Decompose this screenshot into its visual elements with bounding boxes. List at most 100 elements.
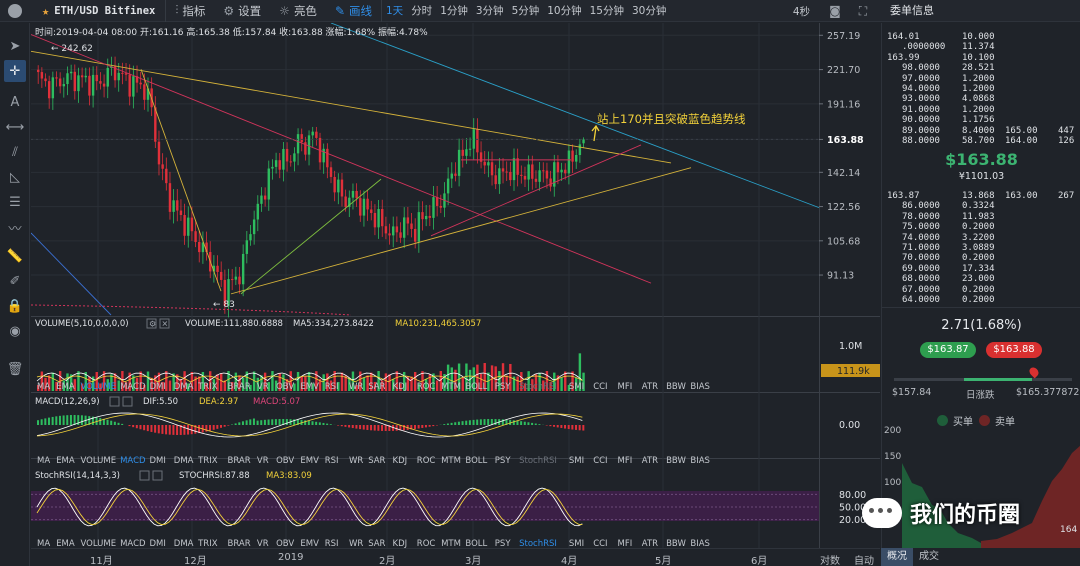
favorite-star-icon[interactable]: ★ — [42, 3, 50, 18]
divider — [882, 307, 1080, 308]
app-logo[interactable] — [0, 0, 30, 22]
volume-bar — [359, 371, 362, 391]
volume-bar — [318, 379, 322, 391]
tab-overview[interactable]: 概况 — [881, 548, 913, 566]
orderbook-row[interactable]: 98.0000000028.521 — [882, 63, 1080, 73]
top-toolbar: ★ ETH/USD Bitfinex ⫶ 指标 ⚙ 设置 ☼ 亮色 ✎ 画线 1天 分时 … — [0, 0, 1080, 22]
eye-icon[interactable]: ◉ — [9, 323, 21, 339]
macd-bar — [516, 420, 519, 425]
orderbook-row[interactable]: 70.000000000.2000 — [882, 253, 1080, 263]
orderbook-row[interactable]: 67.000000000.2000 — [882, 285, 1080, 295]
horizontal-line-icon[interactable]: ⟷ — [5, 119, 25, 135]
indicator-tab: VR — [257, 382, 269, 392]
candle-body — [534, 178, 538, 182]
lock-icon[interactable]: 🔒 — [6, 298, 24, 314]
volume-bar — [102, 371, 106, 391]
dotted-curve — [31, 304, 352, 316]
chart-area[interactable]: 257.19 221.70 191.16 163.88 142.14 122.56 105.… — [31, 23, 880, 548]
macd-bar — [340, 425, 343, 427]
macd-bar — [348, 425, 351, 428]
interval-option[interactable]: 30分钟 — [632, 5, 667, 17]
volume-bar — [69, 374, 73, 391]
interval-option[interactable]: 1分钟 — [440, 5, 468, 17]
orderbook-row[interactable]: 71.000000003.0889 — [882, 243, 1080, 253]
tab-trades[interactable]: 成交 — [919, 551, 939, 562]
candle-body — [249, 234, 252, 241]
symbol-selector[interactable]: ★ ETH/USD Bitfinex — [30, 4, 165, 18]
orderbook-row[interactable]: 93.000000004.0868 — [882, 94, 1080, 104]
candle-body — [329, 167, 333, 177]
orderbook-row[interactable]: 78.0000000011.983 — [882, 212, 1080, 222]
sell-price-button[interactable]: $163.88 — [986, 342, 1042, 358]
orderbook-row[interactable]: 64.000000000.2000 — [882, 295, 1080, 305]
macd-bar — [421, 425, 424, 428]
fib-icon[interactable]: ☰ — [9, 194, 21, 210]
auto-scale-toggle[interactable]: 自动 — [854, 556, 874, 566]
macd-bar — [80, 415, 83, 425]
orderbook-cell: 164.01 — [887, 32, 920, 42]
orderbook-row[interactable]: 86.000000000.3324 — [882, 201, 1080, 211]
interval-option[interactable]: 10分钟 — [547, 5, 582, 17]
orderbook-row[interactable]: 75.000000000.2000 — [882, 222, 1080, 232]
interval-selected[interactable]: 1天 — [386, 5, 404, 17]
indicator-tab: TRIX — [197, 456, 218, 466]
volume-bar — [201, 372, 205, 391]
orderbook-row[interactable]: 163.99000010.100 — [882, 53, 1080, 63]
draw-button[interactable]: ✎ 画线 — [326, 0, 381, 22]
theme-button[interactable]: ☼ 亮色 — [270, 0, 326, 22]
orderbook-row[interactable]: 91.000000001.2000 — [882, 105, 1080, 115]
macd-bar — [443, 424, 446, 425]
orderbook-row[interactable]: 97.000000001.2000 — [882, 74, 1080, 84]
ruler-icon[interactable]: 📏 — [6, 248, 24, 264]
price-tick-label: 105.68 — [827, 236, 860, 247]
trash-icon[interactable]: 🗑 — [6, 361, 24, 377]
indicator-tab: BBW — [666, 382, 686, 392]
text-icon[interactable]: A — [10, 94, 20, 110]
macd-bar — [187, 425, 190, 435]
volume-bar — [395, 371, 399, 391]
macd-bar — [117, 422, 120, 425]
time-tick: 12月 — [184, 556, 207, 566]
interval-option[interactable]: 15分钟 — [589, 5, 624, 17]
interval-option[interactable]: 3分钟 — [475, 5, 504, 17]
macd-bar — [274, 419, 277, 425]
fullscreen-icon[interactable]: ⛶ — [858, 3, 868, 18]
candle-body — [220, 271, 223, 280]
price-tick-label: 91.13 — [827, 271, 854, 282]
crosshair-icon[interactable]: ✛ — [4, 60, 26, 82]
parallel-channel-icon[interactable]: ⫽ — [12, 144, 18, 160]
macd-bar — [77, 415, 80, 425]
orderbook-row[interactable]: 90.000000001.1756 — [882, 115, 1080, 125]
buy-price-button[interactable]: $163.87 — [920, 342, 976, 358]
macd-bar — [161, 425, 164, 434]
indicators-button[interactable]: ⫶ 指标 — [166, 0, 214, 22]
camera-icon[interactable]: ◙ — [829, 4, 841, 18]
orderbook-row[interactable]: 69.0000000017.334 — [882, 264, 1080, 274]
wave-icon[interactable]: 〰 — [8, 221, 22, 237]
refresh-interval[interactable]: 4秒 — [792, 5, 810, 18]
orderbook-row[interactable]: 94.000000001.2000 — [882, 84, 1080, 94]
macd-bar — [355, 425, 358, 429]
candle-body — [461, 149, 464, 156]
candle-body — [124, 73, 128, 75]
cursor-icon[interactable]: ➤ — [9, 38, 21, 54]
watermark: 我们的币圈 — [862, 497, 1020, 529]
candle-body — [194, 231, 197, 242]
triangle-icon[interactable]: ◺ — [10, 169, 20, 185]
candle-body — [575, 154, 578, 162]
macd-bar — [556, 425, 559, 428]
log-scale-toggle[interactable]: 对数 — [820, 556, 840, 566]
orderbook-row[interactable]: 68.0000000023.000 — [882, 274, 1080, 284]
interval-option[interactable]: 分时 — [411, 5, 433, 17]
brush-icon[interactable]: ✐ — [9, 273, 21, 289]
orderbook-row[interactable]: .0000000000000011.374 — [882, 42, 1080, 52]
interval-option[interactable]: 5分钟 — [511, 5, 540, 17]
indicator-tab: BRAR — [228, 539, 251, 548]
settings-button[interactable]: ⚙ 设置 — [214, 0, 270, 22]
orderbook-row[interactable]: 74.000000003.2200 — [882, 233, 1080, 243]
orderbook-row[interactable]: 164.01000010.000 — [882, 32, 1080, 42]
volume-bar — [443, 374, 446, 391]
